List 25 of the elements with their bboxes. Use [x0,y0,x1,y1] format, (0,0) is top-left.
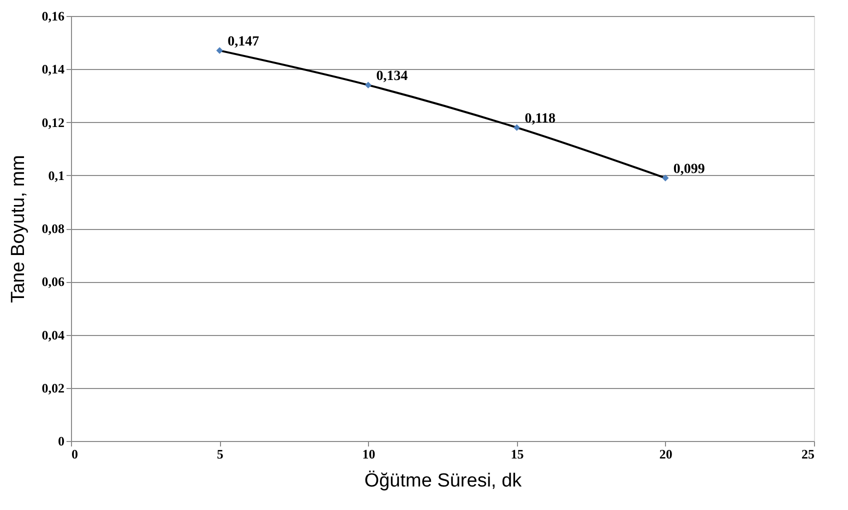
x-tick-label: 20 [659,446,672,462]
y-axis-title: Tane Boyutu, mm [8,155,29,303]
y-tick-label: 0,02 [42,380,64,396]
point [364,82,372,88]
point [216,47,223,54]
x-tick-label: 25 [802,446,815,462]
y-tick-label: 0,14 [42,62,65,77]
y-tick-label: 0,12 [42,114,64,130]
y-tick-label: 0,16 [42,8,65,24]
x-axis-title: Öğütme Süresi, dk [364,470,522,492]
x-tick-label: 10 [362,446,376,462]
y-tick-label: 0 [58,434,64,448]
x-tick-label: 5 [216,446,224,462]
x-tick-label: 15 [510,446,524,462]
point [662,174,669,182]
data-label: 0,099 [673,162,705,178]
y-tick-label: 0,04 [42,327,65,342]
data-label: 0,134 [376,69,408,84]
y-tick-label: 0,08 [42,221,65,236]
data-label: 0,147 [228,34,260,50]
data-label: 0,118 [524,112,556,127]
y-tick-label: 0,06 [42,274,65,290]
y-tick-label: 0,1 [48,168,64,183]
x-tick-label: 0 [72,446,78,462]
point [513,124,520,131]
